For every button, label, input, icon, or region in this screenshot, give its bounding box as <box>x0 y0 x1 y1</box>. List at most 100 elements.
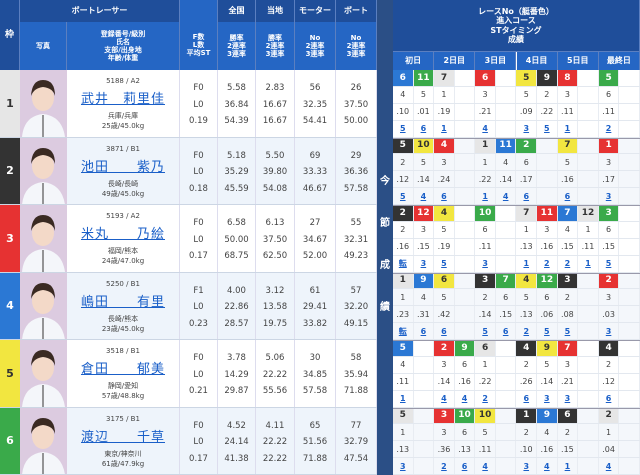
race-number <box>578 137 599 154</box>
race-result-link[interactable]: 5 <box>599 255 620 272</box>
race-result-link[interactable]: 6 <box>516 390 538 407</box>
race-result-link[interactable]: 6 <box>434 188 455 205</box>
race-result-link <box>455 323 476 340</box>
race-result-link[interactable]: 3 <box>558 390 579 407</box>
race-result-link[interactable]: 6 <box>414 120 435 137</box>
race-result-link[interactable]: 3 <box>475 255 496 272</box>
stat-value: 57 <box>350 285 362 296</box>
stat-value: 30 <box>309 353 321 363</box>
race-result-link[interactable]: 転 <box>393 323 414 340</box>
st-timing: .15 <box>599 238 620 255</box>
st-timing: .12 <box>393 171 414 188</box>
race-result-link[interactable]: 5 <box>393 188 414 205</box>
st-timing <box>578 103 599 120</box>
race-result-link <box>619 120 640 137</box>
race-result-link[interactable]: 4 <box>496 188 517 205</box>
race-result-link[interactable]: 4 <box>599 458 620 475</box>
stat-value: 26 <box>350 83 362 93</box>
race-number: 1 <box>393 272 414 289</box>
race-result-link[interactable]: 4 <box>414 188 435 205</box>
header-sub-line: 2連率 <box>227 41 246 50</box>
race-result-link[interactable]: 転 <box>393 255 414 272</box>
race-result-link[interactable]: 3 <box>393 458 414 475</box>
entry-course: 5 <box>434 289 455 306</box>
race-result-link[interactable]: 2 <box>516 323 538 340</box>
race-result-link[interactable]: 3 <box>516 120 538 137</box>
race-result-link[interactable]: 6 <box>599 390 620 407</box>
race-result-link[interactable]: 2 <box>475 390 496 407</box>
race-result-link[interactable]: 3 <box>516 458 538 475</box>
race-result-link[interactable]: 5 <box>558 323 579 340</box>
racer-name-link[interactable]: 倉田 郁美 <box>80 362 165 377</box>
race-result-link[interactable]: 5 <box>475 323 496 340</box>
st-timing: .11 <box>475 238 496 255</box>
racer-name-link[interactable]: 池田 紫乃 <box>80 159 165 175</box>
race-result-link[interactable]: 1 <box>434 120 455 137</box>
race-result-link[interactable]: 1 <box>475 188 496 205</box>
race-result-link[interactable]: 6 <box>496 323 517 340</box>
race-result-link[interactable]: 4 <box>475 458 496 475</box>
entry-course: 3 <box>414 221 435 238</box>
race-number: 4 <box>598 340 620 356</box>
race-result-link[interactable]: 5 <box>537 120 558 137</box>
stat-st: 0.17 <box>189 251 208 261</box>
st-timing: .16 <box>558 171 579 188</box>
race-result-link <box>455 188 476 205</box>
race-result-link[interactable]: 3 <box>599 323 620 340</box>
race-number: 5 <box>393 340 414 356</box>
st-timing: .01 <box>414 103 435 120</box>
race-result-link[interactable]: 4 <box>455 390 476 407</box>
race-result-link[interactable]: 4 <box>537 458 558 475</box>
race-result-link[interactable]: 2 <box>599 120 620 137</box>
race-result-link <box>496 255 517 272</box>
race-result-link[interactable]: 3 <box>599 188 620 205</box>
racer-name-link[interactable]: 武井 莉里佳 <box>80 92 165 107</box>
entry-course <box>455 86 476 103</box>
race-result-link[interactable]: 6 <box>414 323 435 340</box>
race-result-link[interactable]: 5 <box>393 120 414 137</box>
entry-course <box>455 289 476 306</box>
header-motor: モーター <box>295 0 336 22</box>
header-waku: 枠 <box>0 0 20 70</box>
stat-value: 68.75 <box>224 251 249 261</box>
stat-value: 27 <box>309 218 321 228</box>
race-result-link[interactable]: 1 <box>393 390 414 407</box>
race-result-link[interactable]: 5 <box>434 255 455 272</box>
stat-value: 47.54 <box>343 453 369 464</box>
race-result-link[interactable]: 4 <box>475 120 496 137</box>
race-result-link[interactable]: 6 <box>516 188 538 205</box>
race-number: 6 <box>475 70 496 86</box>
race-result-link[interactable]: 3 <box>537 390 558 407</box>
race-result-link[interactable]: 6 <box>455 458 476 475</box>
race-result-link[interactable]: 1 <box>558 120 579 137</box>
race-result-link[interactable]: 6 <box>558 188 579 205</box>
racer-name-link[interactable]: 米丸 乃絵 <box>80 227 165 242</box>
race-number: 4 <box>434 137 455 154</box>
stat-value: 52.00 <box>302 251 328 261</box>
race-number: 7 <box>557 137 579 154</box>
racer-name-link[interactable]: 嶋田 有里 <box>80 294 165 310</box>
race-result-link[interactable]: 2 <box>434 458 455 475</box>
race-result-link[interactable]: 4 <box>434 390 455 407</box>
entry-course <box>619 221 640 238</box>
race-result-link[interactable]: 2 <box>537 255 558 272</box>
race-result-link[interactable]: 1 <box>516 255 538 272</box>
entry-course: 3 <box>537 221 558 238</box>
entry-course <box>578 154 599 171</box>
race-number <box>537 137 558 154</box>
race-result-link[interactable]: 1 <box>578 255 599 272</box>
series-races-row: 5 3 10 10 1 9 6 2 <box>393 407 640 425</box>
race-result-link[interactable]: 3 <box>414 255 435 272</box>
stat-value: 61 <box>309 285 321 296</box>
race-result-link[interactable]: 5 <box>537 323 558 340</box>
race-number <box>455 137 476 154</box>
race-result-link[interactable]: 6 <box>434 323 455 340</box>
racer-name-link[interactable]: 渡辺 千草 <box>80 429 165 445</box>
race-result-link[interactable]: 2 <box>558 255 579 272</box>
race-result-link[interactable]: 1 <box>558 458 579 475</box>
entry-course: 4 <box>558 221 579 238</box>
stat-value: 28.57 <box>224 318 249 329</box>
st-timing: .15 <box>558 441 579 458</box>
